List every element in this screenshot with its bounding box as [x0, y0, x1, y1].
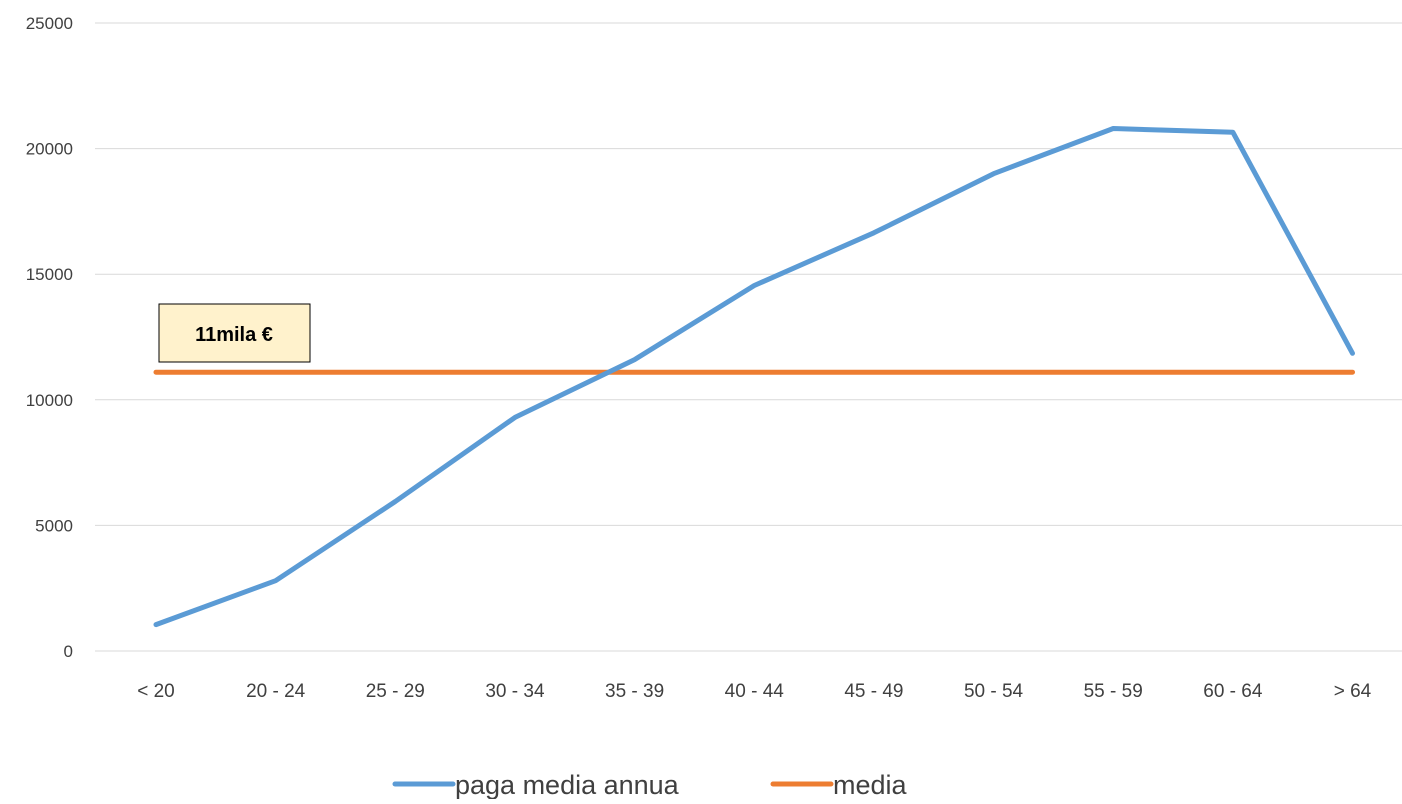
annotation-box — [158, 303, 311, 363]
x-tick-label: 25 - 29 — [366, 681, 425, 702]
x-tick-label: 45 - 49 — [844, 681, 903, 702]
legend: paga media annua media — [392, 770, 908, 800]
y-tick-label: 25000 — [26, 14, 73, 33]
y-axis-ticks: 0 5000 10000 15000 20000 25000 — [26, 14, 73, 661]
x-tick-label: < 20 — [137, 681, 175, 702]
legend-label: media — [833, 770, 908, 799]
legend-label: paga media annua — [455, 770, 680, 799]
series-lines — [153, 126, 1355, 628]
x-tick-label: 30 - 34 — [485, 681, 545, 702]
x-tick-label: 55 - 59 — [1084, 681, 1143, 702]
gridlines — [95, 22, 1402, 652]
annotations: 11mila € — [158, 303, 311, 363]
x-tick-label: 20 - 24 — [246, 681, 306, 702]
y-tick-label: 0 — [64, 642, 73, 661]
annotation-label: 11mila € — [195, 324, 273, 346]
series-line-paga-media-annua — [153, 126, 1355, 628]
x-axis-ticks: < 20 20 - 24 25 - 29 30 - 34 35 - 39 40 - 44 4… — [137, 681, 1371, 702]
x-tick-label: > 64 — [1334, 681, 1372, 702]
y-tick-label: 15000 — [26, 265, 73, 284]
x-tick-label: 40 - 44 — [725, 681, 785, 702]
x-tick-label: 50 - 54 — [964, 681, 1024, 702]
y-tick-label: 10000 — [26, 391, 73, 410]
x-tick-label: 35 - 39 — [605, 681, 664, 702]
y-tick-label: 5000 — [35, 516, 73, 535]
x-tick-label: 60 - 64 — [1203, 681, 1263, 702]
y-tick-label: 20000 — [26, 140, 73, 159]
